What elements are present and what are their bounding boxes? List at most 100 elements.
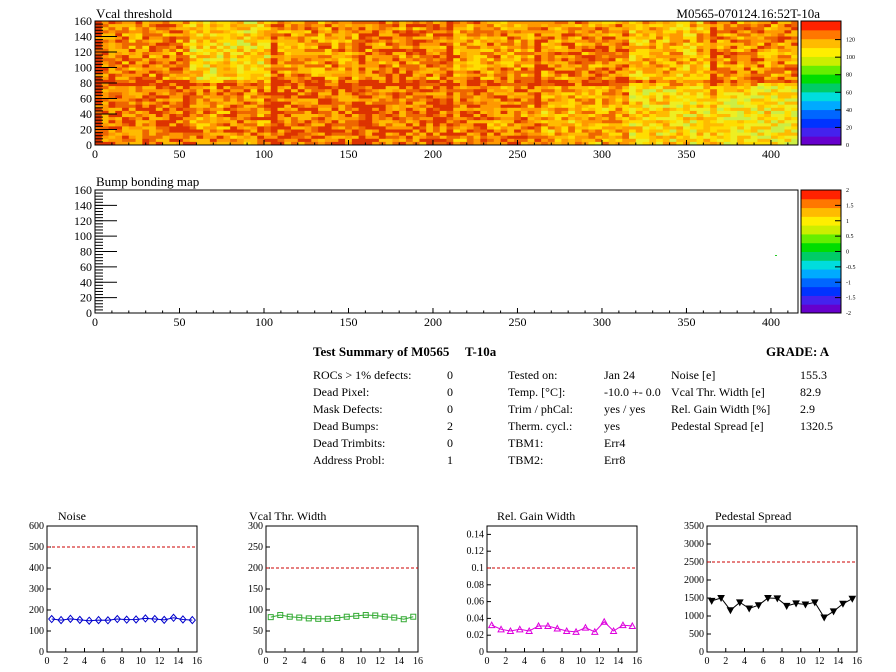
heatmap-cell [270,45,278,50]
heatmap-cell [196,89,204,93]
heatmap-cell [304,110,312,115]
heatmap-cell [770,126,779,130]
heatmap-cell [108,33,116,37]
heatmap-cell [439,30,447,34]
heatmap-cell [182,101,191,106]
heatmap-cell [487,141,495,146]
heatmap-cell [527,126,535,130]
heatmap-cell [209,110,218,115]
heatmap-cell [642,123,650,127]
heatmap-cell [561,107,569,112]
heatmap-cell [574,42,583,47]
heatmap-cell [770,21,779,25]
heatmap-cell [230,64,238,68]
heatmap-cell [574,33,583,37]
heatmap-cell [291,101,299,106]
heatmap-cell [128,45,136,50]
heatmap-cell [743,114,752,118]
heatmap-cell [284,58,292,62]
heatmap-cell [669,42,677,47]
heatmap-cell [372,141,380,146]
heatmap-cell [250,95,258,99]
heatmap-cell [365,83,373,87]
heatmap-cell [534,141,542,146]
heatmap-cell [318,21,326,25]
heatmap-cell [250,70,258,75]
heatmap-cell [460,39,468,44]
heatmap-cell [162,42,170,47]
heatmap-cell [169,141,177,146]
heatmap-cell [561,98,569,102]
heatmap-cell [595,117,603,121]
heatmap-cell [115,107,123,112]
heatmap-cell [689,27,698,31]
heatmap-cell [284,36,292,40]
heatmap-cell [493,30,501,34]
heatmap-cell [223,95,231,99]
heatmap-cell [351,117,360,121]
map-x-tick-label: 150 [339,147,357,161]
heatmap-cell [595,45,603,50]
heatmap-cell [128,135,136,140]
heatmap-cell [128,52,136,56]
heatmap-cell [439,83,447,87]
heatmap-cell [703,86,711,90]
heatmap-cell [629,104,637,109]
heatmap-cell [770,76,779,81]
heatmap-cell [196,70,204,75]
heatmap-cell [284,107,292,112]
heatmap-cell [581,30,589,34]
heatmap-cell [649,58,657,62]
heatmap-cell [656,104,664,109]
heatmap-cell [446,79,454,84]
heatmap-cell [142,86,150,90]
heatmap-cell [703,141,711,146]
heatmap-cell [669,132,677,137]
heatmap-cell [750,120,758,124]
heatmap-cell [135,83,143,87]
heatmap-cell [460,55,468,59]
heatmap-cell [196,42,204,47]
trend-x-tick-label: 2 [723,656,728,667]
heatmap-cell [554,120,562,124]
heatmap-cell [737,70,745,75]
heatmap-cell [243,107,251,112]
heatmap-cell [588,138,596,143]
heatmap-cell [514,117,522,121]
heatmap-cell [534,104,542,109]
heatmap-cell [250,45,258,50]
heatmap-cell [162,45,170,50]
heatmap-cell [608,129,616,133]
heatmap-cell [365,98,373,102]
trend-y-tick-label: 0.08 [467,580,485,591]
heatmap-cell [527,95,535,99]
heatmap-cell [737,67,745,71]
heatmap-cell [189,141,197,146]
heatmap-cell [581,76,589,81]
heatmap-cell [304,135,312,140]
heatmap-cell [615,76,623,81]
heatmap-cell [500,21,508,25]
heatmap-cell [372,36,380,40]
heatmap-cell [446,52,454,56]
heatmap-cell [642,76,650,81]
heatmap-cell [730,126,738,130]
bump-palette-label: 2 [846,188,849,194]
heatmap-cell [351,135,360,140]
heatmap-cell [656,141,664,146]
heatmap-cell [270,76,278,81]
heatmap-cell [764,64,772,68]
heatmap-cell [270,70,278,75]
heatmap-cell [588,129,596,133]
heatmap-cell [683,42,691,47]
heatmap-cell [514,123,522,127]
heatmap-cell [189,73,197,78]
heatmap-cell [500,24,508,28]
heatmap-cell [656,21,664,25]
heatmap-cell [723,141,731,146]
heatmap-cell [554,42,562,47]
heatmap-cell [392,73,400,78]
heatmap-cell [534,36,542,40]
heatmap-cell [541,21,549,25]
heatmap-cell [412,107,420,112]
